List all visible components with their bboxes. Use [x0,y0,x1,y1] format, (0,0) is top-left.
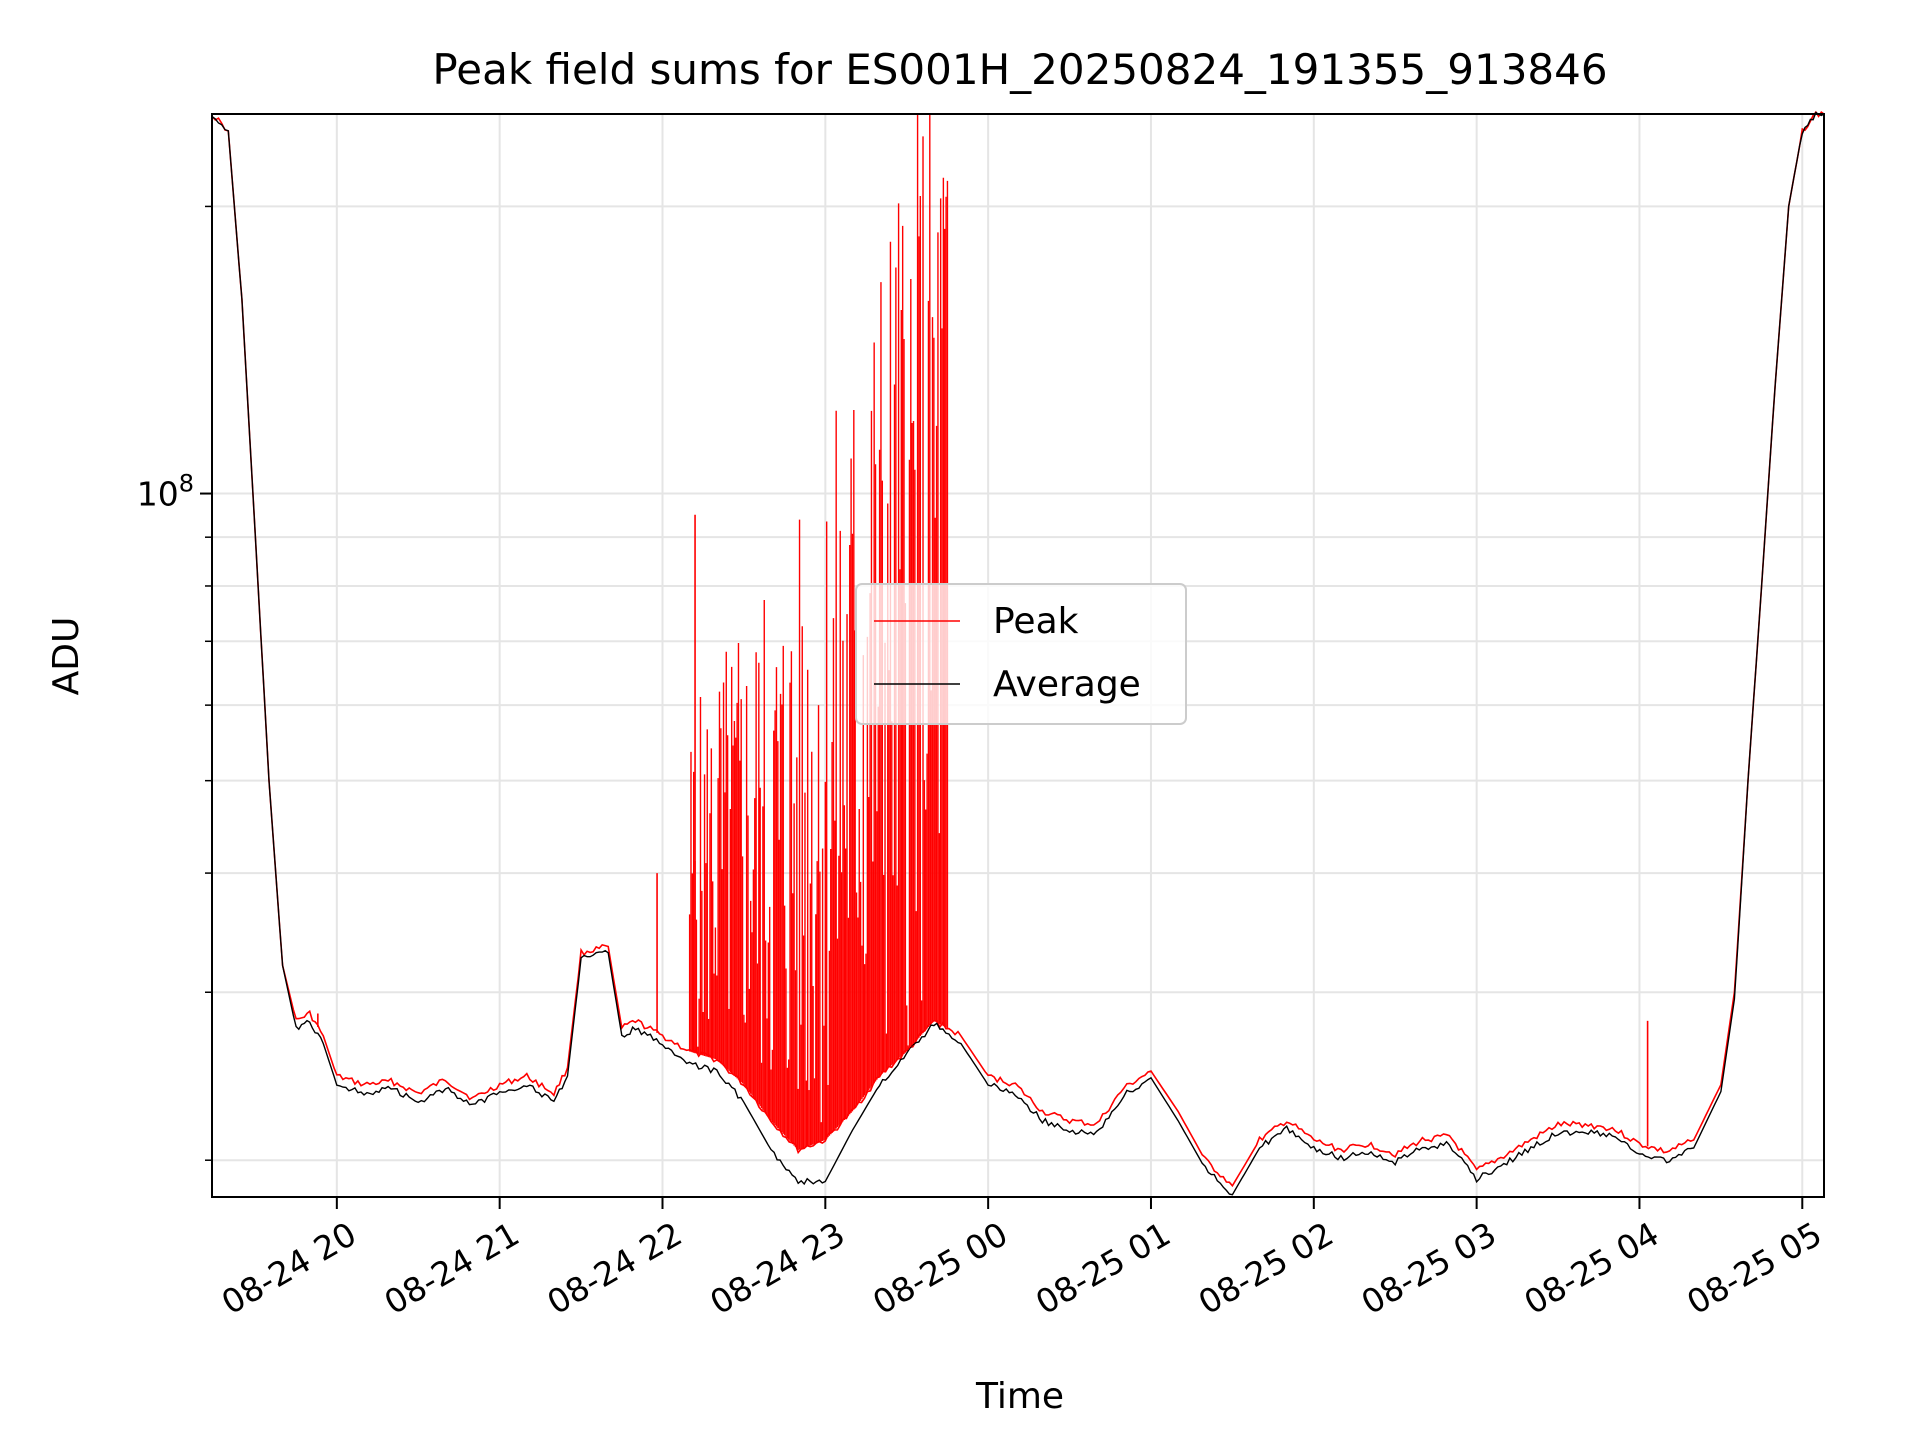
x-tick-label: 08-24 20 [215,1214,363,1322]
x-tick-label: 08-25 03 [1355,1214,1503,1322]
plot-frame [211,113,1825,1198]
legend-label-peak: Peak [993,601,1079,642]
x-axis-label: Time [975,1376,1064,1417]
x-tick-label: 08-24 23 [703,1214,851,1322]
x-tick-label: 08-25 02 [1192,1214,1340,1322]
x-tick-label: 08-24 22 [540,1214,688,1322]
legend-box [855,583,1187,725]
x-tick-label: 08-25 01 [1029,1214,1177,1322]
x-axis-ticks: 08-24 20 08-24 21 08-24 22 08-24 23 08-25 00… [215,1197,1828,1322]
x-tick-label: 08-25 00 [866,1214,1014,1322]
x-tick-label: 08-24 21 [378,1214,526,1322]
y-axis-label: ADU [46,617,87,696]
legend-label-average: Average [993,664,1141,705]
y-tick-label: 108 [137,470,194,514]
series-line-peak [211,110,1825,1188]
x-tick-label: 08-25 04 [1517,1214,1665,1322]
series-line-average [211,111,1825,1196]
y-tick-exponent: 8 [179,470,194,498]
y-axis-ticks: 108 [137,205,212,1161]
x-tick-label: 08-25 05 [1680,1214,1828,1322]
chart-title: Peak field sums for ES001H_20250824_1913… [432,45,1607,94]
legend: Peak Average [855,583,1187,725]
